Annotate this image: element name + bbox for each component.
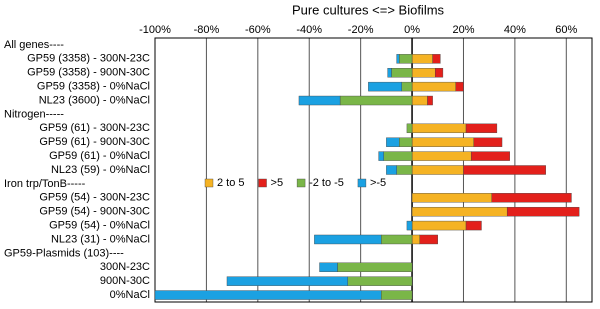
bar xyxy=(427,95,433,106)
y-tick-label: Iron trp/TonB----- xyxy=(4,178,86,190)
legend-swatch xyxy=(204,178,214,188)
bar xyxy=(396,165,413,175)
bar xyxy=(411,234,420,245)
y-tick-label: GP59 (61) - 900N-30C xyxy=(39,136,150,148)
bar xyxy=(383,151,413,161)
legend-label: -2 to -5 xyxy=(309,177,344,189)
x-tick-label: -40% xyxy=(296,24,322,36)
y-tick-label: GP59-Plasmids (103)---- xyxy=(4,247,124,259)
bar xyxy=(406,123,413,134)
bar xyxy=(387,68,392,78)
bar xyxy=(337,262,413,272)
y-tick-label: 0%NaCl xyxy=(110,289,150,301)
legend-swatch xyxy=(357,178,367,188)
x-tick-label: -60% xyxy=(245,24,271,36)
bar xyxy=(368,81,402,92)
bar xyxy=(473,137,503,147)
y-tick-label: GP59 (3358) - 300N-23C xyxy=(27,53,150,65)
bar xyxy=(381,234,413,245)
bar xyxy=(506,206,580,217)
bar xyxy=(411,81,456,92)
x-tick-label: 0% xyxy=(404,24,420,36)
bar xyxy=(378,151,384,161)
bar xyxy=(154,290,382,300)
chart-title: Pure cultures <=> Biofilms xyxy=(292,2,445,17)
x-tick-label: 60% xyxy=(555,24,577,36)
legend-swatch xyxy=(296,178,306,188)
y-tick-label: GP59 (3358) - 900N-30C xyxy=(27,67,150,79)
bar xyxy=(432,54,441,64)
y-tick-label: All genes---- xyxy=(4,39,64,51)
bar xyxy=(401,81,413,92)
bar xyxy=(411,54,433,64)
y-tick-label: GP59 (54) - 300N-23C xyxy=(39,192,150,204)
x-tick-label: -80% xyxy=(194,24,220,36)
y-tick-label: GP59 (61) - 300N-23C xyxy=(39,122,150,134)
bar xyxy=(411,220,467,231)
bar xyxy=(411,165,464,175)
x-tick-label: -20% xyxy=(348,24,374,36)
bar xyxy=(406,220,413,231)
bar xyxy=(465,123,498,134)
bar xyxy=(386,165,397,175)
bar xyxy=(411,68,436,78)
y-tick-label: NL23 (3600) - 0%NaCl xyxy=(39,94,150,106)
x-tick-label: 20% xyxy=(452,24,474,36)
bar xyxy=(391,68,413,78)
y-tick-label: 900N-30C xyxy=(100,275,150,287)
bar xyxy=(314,234,382,245)
bar xyxy=(411,137,474,147)
bar xyxy=(465,220,482,231)
bar xyxy=(419,234,438,245)
bar xyxy=(411,193,492,203)
y-tick-label: 300N-23C xyxy=(100,261,150,273)
bar xyxy=(226,276,348,286)
legend-swatch xyxy=(258,178,267,188)
x-tick-label: -100% xyxy=(139,24,171,36)
bar xyxy=(298,95,341,106)
bar xyxy=(399,137,413,147)
bar xyxy=(386,137,400,147)
bar xyxy=(411,95,428,106)
bar xyxy=(381,290,413,300)
y-tick-label: NL23 (59) - 0%NaCl xyxy=(51,164,150,176)
plot-border xyxy=(154,37,593,303)
bar xyxy=(470,151,510,161)
bar xyxy=(399,54,413,64)
y-tick-label: Nitrogen----- xyxy=(4,108,64,120)
bar xyxy=(491,193,572,203)
bar xyxy=(347,276,413,286)
y-tick-label: GP59 (3358) - 0%NaCl xyxy=(37,81,150,93)
bar xyxy=(455,81,464,92)
bar xyxy=(434,68,444,78)
y-tick-label: GP59 (54) - 0%NaCl xyxy=(49,219,150,231)
bar xyxy=(339,95,413,106)
legend-label: >5 xyxy=(271,177,284,189)
legend-label: 2 to 5 xyxy=(217,177,245,189)
y-tick-label: GP59 (61) - 0%NaCl xyxy=(49,150,150,162)
bar xyxy=(411,151,472,161)
bar xyxy=(411,123,467,134)
bar xyxy=(463,165,546,175)
bar xyxy=(396,54,400,64)
legend-label: >-5 xyxy=(370,177,386,189)
y-tick-label: NL23 (31) - 0%NaCl xyxy=(51,233,150,245)
bar xyxy=(411,206,508,217)
y-tick-label: GP59 (54) - 900N-30C xyxy=(39,206,150,218)
bar xyxy=(319,262,338,272)
x-tick-label: 40% xyxy=(504,24,526,36)
